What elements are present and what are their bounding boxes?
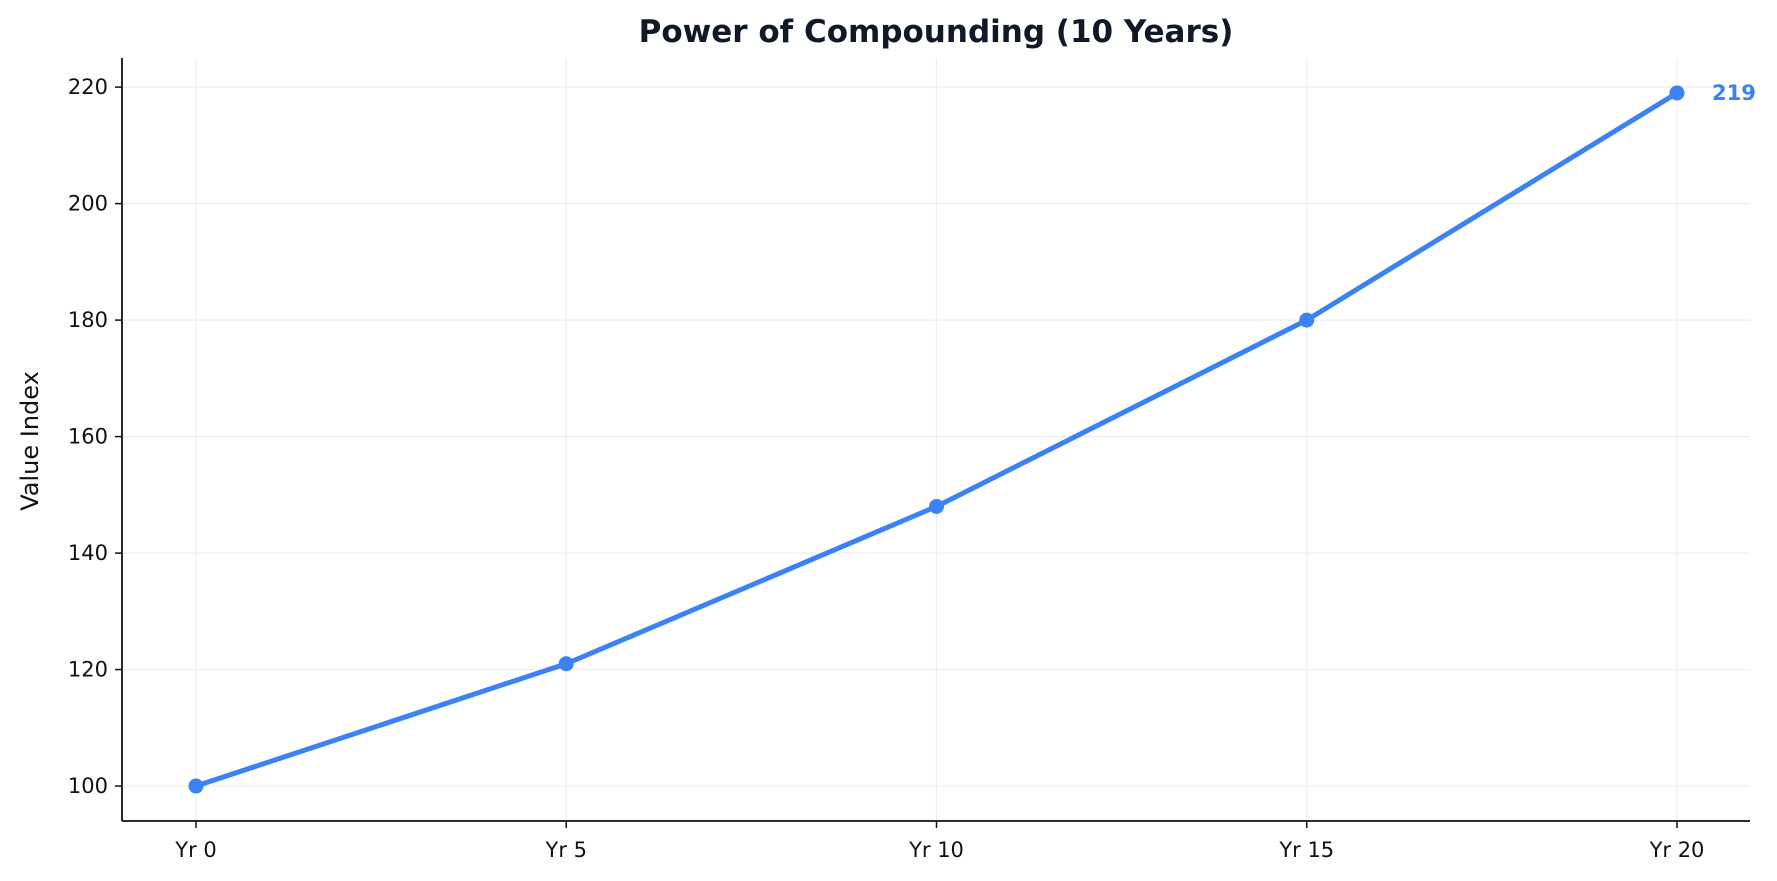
y-tick-label: 200 xyxy=(68,192,108,216)
x-tick-label: Yr 20 xyxy=(1649,838,1705,862)
y-tick-label: 100 xyxy=(68,774,108,798)
x-tick-label: Yr 5 xyxy=(545,838,588,862)
y-axis-label: Value Index xyxy=(16,371,44,511)
data-point xyxy=(188,778,204,794)
y-tick-label: 140 xyxy=(68,541,108,565)
data-point xyxy=(929,498,944,514)
ticks-layer: 100 120 140 160 180 200 220 Yr 0 Yr 5 Yr 10 Yr 15 Y… xyxy=(68,75,1705,862)
y-tick-label: 160 xyxy=(68,425,108,449)
y-tick-label: 180 xyxy=(68,308,108,332)
data-point xyxy=(1299,312,1315,328)
chart-title: Power of Compounding (10 Years) xyxy=(639,14,1234,50)
x-tick-label: Yr 10 xyxy=(908,838,964,862)
data-label: 219 xyxy=(1712,81,1756,105)
data-point xyxy=(558,656,574,672)
x-tick-label: Yr 0 xyxy=(174,838,217,862)
y-tick-label: 220 xyxy=(68,75,108,99)
x-tick-label: Yr 15 xyxy=(1278,838,1334,862)
series-layer xyxy=(188,85,1685,794)
y-tick-label: 120 xyxy=(68,658,108,682)
labels-layer: 219 xyxy=(1712,81,1756,105)
data-point xyxy=(1669,85,1685,101)
grid-layer xyxy=(122,58,1750,821)
